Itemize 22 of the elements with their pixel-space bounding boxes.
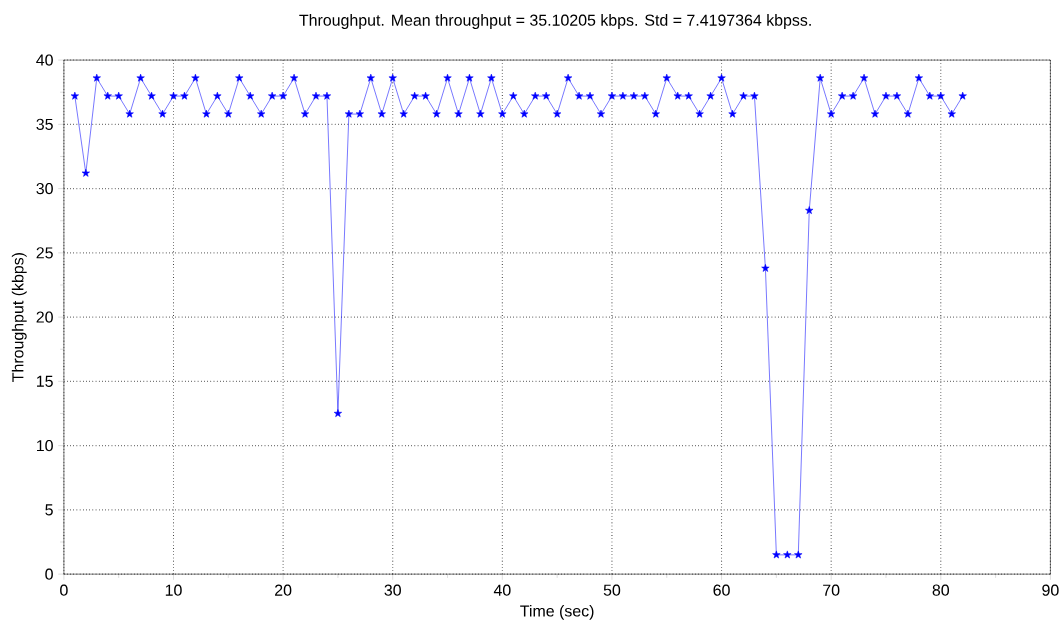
x-tick-label: 70 bbox=[823, 584, 840, 596]
x-tick-label: 10 bbox=[165, 584, 182, 596]
y-tick-label: 25 bbox=[36, 247, 53, 259]
y-tick-label: 15 bbox=[37, 375, 53, 387]
chart-title: Throughput. Mean throughput = 35.10205 kbps. Std = 7.4197364 kbpss. bbox=[299, 14, 811, 30]
y-tick-label: 30 bbox=[36, 183, 53, 195]
x-tick-label: 20 bbox=[275, 584, 292, 596]
x-tick-label: 40 bbox=[493, 584, 511, 596]
y-tick-label: 35 bbox=[36, 118, 53, 131]
y-axis-title: Throughput (kbps) bbox=[11, 253, 27, 382]
y-tick-label: 40 bbox=[36, 54, 53, 66]
y-tick-label: 20 bbox=[36, 311, 53, 323]
x-tick-label: 60 bbox=[713, 584, 730, 596]
y-tick-label: 10 bbox=[37, 440, 53, 452]
x-tick-label: 30 bbox=[384, 584, 401, 596]
x-axis-title: Time (sec) bbox=[520, 604, 594, 620]
x-tick-label: 90 bbox=[1042, 584, 1059, 596]
x-tick-label: 0 bbox=[60, 584, 68, 596]
y-tick-label: 0 bbox=[45, 568, 53, 580]
x-tick-label: 50 bbox=[603, 584, 621, 596]
x-tick-label: 80 bbox=[932, 584, 950, 596]
y-tick-label: 5 bbox=[45, 504, 53, 516]
